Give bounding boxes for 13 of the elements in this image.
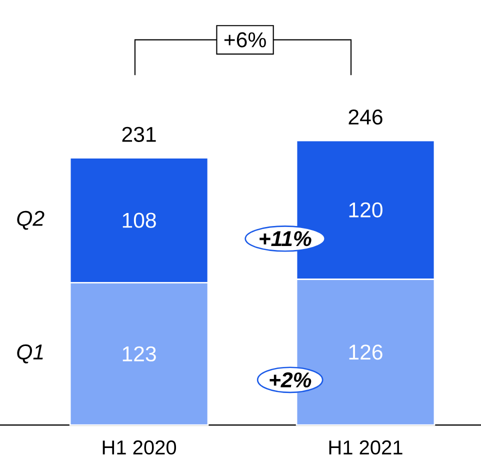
series-label: Q1 xyxy=(17,344,43,364)
data-label: 120 xyxy=(349,202,382,218)
total-label: 246 xyxy=(348,110,382,125)
data-label: 108 xyxy=(122,212,156,228)
x-tick-label: H1 2021 xyxy=(329,440,402,455)
series-label: Q2 xyxy=(17,210,44,230)
total-label: 231 xyxy=(122,126,156,142)
annotation: +2% xyxy=(270,372,312,388)
text: +6% xyxy=(224,32,266,48)
data-label: 123 xyxy=(122,346,156,362)
data-label: 126 xyxy=(349,344,382,360)
annotation: +11% xyxy=(260,231,312,246)
x-tick-label: H1 2020 xyxy=(102,440,176,455)
